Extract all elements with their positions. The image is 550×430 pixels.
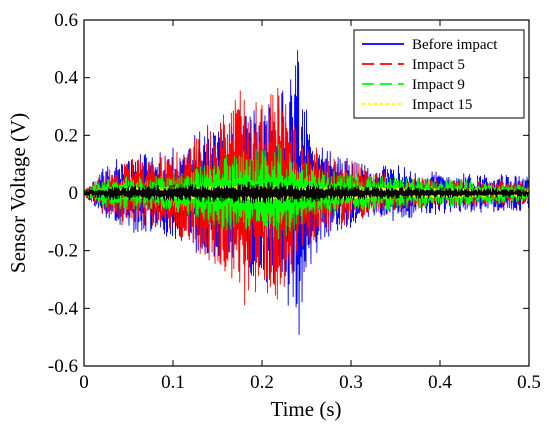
legend: Before impact Impact 5 Impact 9 Impact 15 <box>353 29 525 119</box>
legend-label: Impact 9 <box>412 77 465 93</box>
y-tick-label: -0.4 <box>48 298 79 319</box>
legend-label: Impact 15 <box>412 97 472 113</box>
y-axis-title: Sensor Voltage (V) <box>6 113 30 273</box>
series-line-unlabeled-black <box>84 181 529 205</box>
y-tick-label: 0.6 <box>54 10 78 31</box>
y-tick-label: -0.6 <box>48 356 78 377</box>
x-tick-label: 0 <box>79 372 89 393</box>
x-axis-title: Time (s) <box>271 397 342 421</box>
traces <box>84 50 529 335</box>
x-tick-label: 0.1 <box>161 372 185 393</box>
axes: 0 0.1 0.2 0.3 0.4 0.5 -0.6 -0.4 -0.2 0 0.2 0.4 0.6 <box>48 10 541 393</box>
legend-label: Before impact <box>412 37 498 53</box>
y-tick-label: 0.4 <box>54 68 78 89</box>
y-tick-label: 0.2 <box>54 125 78 146</box>
x-tick-label: 0.5 <box>517 372 541 393</box>
y-tick-label: 0 <box>69 183 79 204</box>
legend-label: Impact 5 <box>412 57 465 73</box>
plot-area <box>84 50 529 335</box>
x-tick-label: 0.4 <box>428 372 452 393</box>
y-tick-label: -0.2 <box>48 241 78 262</box>
x-tick-label: 0.3 <box>339 372 363 393</box>
x-tick-label: 0.2 <box>250 372 274 393</box>
series-line-impact-9 <box>84 144 529 240</box>
